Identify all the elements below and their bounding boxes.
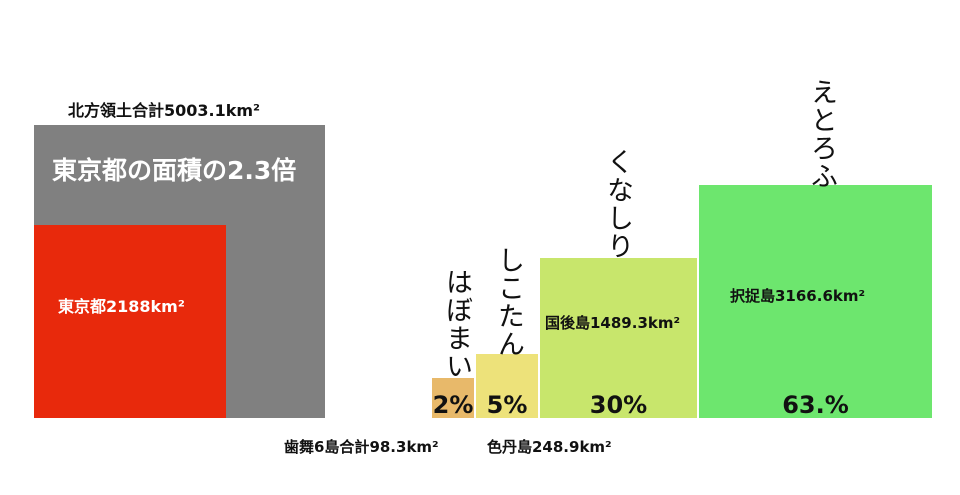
island-share: 63.% [782, 391, 849, 419]
tokyo-area [34, 225, 226, 418]
comparison-label: 東京都の面積の2.3倍 [52, 156, 297, 185]
island-label: 歯舞6島合計98.3km² [284, 438, 439, 456]
total-label: 北方領土合計5003.1km² [68, 101, 261, 120]
shikotan-area [476, 354, 538, 418]
habomai-area [432, 378, 474, 418]
island-reading: はぼまい [441, 268, 472, 380]
island-reading: くなしり [602, 148, 633, 260]
tokyo-label: 東京都2188km² [58, 297, 185, 316]
island-share: 30% [589, 391, 648, 419]
island-reading: えとろふ [806, 78, 837, 190]
island-share: 5% [486, 391, 528, 419]
island-label: 色丹島248.9km² [487, 438, 612, 456]
island-label: 択捉島3166.6km² [730, 287, 866, 305]
island-label: 国後島1489.3km² [545, 314, 681, 332]
island-share: 2% [432, 391, 474, 419]
kunashiri-area [540, 258, 697, 418]
island-reading: しこたん [493, 246, 524, 358]
etorofu-area [699, 185, 932, 418]
